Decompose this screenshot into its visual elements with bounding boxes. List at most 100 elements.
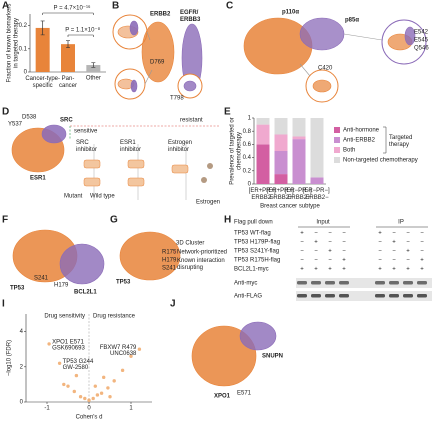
label-line: ESR1 <box>120 140 137 146</box>
label-line: specific <box>33 82 53 88</box>
residue-label: Q546 <box>414 46 429 52</box>
group-label: Input <box>316 220 330 226</box>
sign: − <box>420 240 424 246</box>
protein-structure <box>119 231 181 281</box>
protein-label: ESR1 <box>30 176 46 182</box>
point <box>120 368 125 373</box>
legend-swatch <box>334 157 340 163</box>
sign: + <box>328 249 332 255</box>
label-line: SRC <box>76 140 90 146</box>
legend-label: Network-prioritized <box>177 250 227 256</box>
sign: − <box>420 231 424 237</box>
protein-structure <box>191 325 257 387</box>
legend-label: Anti-hormone <box>343 128 380 134</box>
x-tick-label: [ER+PR+] ERBB2− <box>249 188 278 201</box>
connector <box>343 33 383 41</box>
bar-segment <box>274 151 288 175</box>
y-tick-label: 0 <box>24 70 28 76</box>
inhibitor-label: ESR1 inhibitor <box>120 140 141 153</box>
residue-label: T798 <box>170 96 184 102</box>
sign: + <box>420 258 424 264</box>
x-tick-label: 0 <box>87 406 91 412</box>
bar <box>35 27 50 73</box>
label-line: ERBB2+ <box>287 194 311 200</box>
protein-structure <box>243 17 313 75</box>
label-line: EGFR/ <box>180 10 199 16</box>
residue-label: S241 <box>162 266 177 272</box>
sign: + <box>300 231 304 237</box>
estrogen-dot <box>201 177 207 183</box>
y-tick-label: 0.2 <box>19 23 28 29</box>
protein-label: p110α <box>282 10 299 16</box>
label-line: Pan- <box>62 76 75 82</box>
sign: − <box>328 240 332 246</box>
point <box>87 398 91 402</box>
esr1-box <box>171 164 189 174</box>
sign: + <box>328 267 332 273</box>
protein-structure <box>59 243 105 285</box>
point <box>93 384 98 388</box>
blot-band <box>297 294 307 298</box>
sign: + <box>314 267 318 273</box>
axis-title: chemotherapy <box>237 132 243 170</box>
inhibitor-label: Estrogen inhibitor <box>168 140 194 153</box>
axis-title: in targeted therapy <box>14 18 20 68</box>
protein-structure <box>41 124 67 144</box>
legend-swatch <box>334 127 340 133</box>
connector <box>299 63 311 77</box>
x-tick-label: Cancer-type-specific <box>25 76 60 89</box>
panel-letter: J <box>170 299 176 310</box>
protein-structure <box>299 17 345 51</box>
residue-label: R175 <box>162 250 177 256</box>
blot-band <box>417 281 427 285</box>
sign: − <box>392 258 396 264</box>
x-tick-label: [ER−PR−] ERBB2+ <box>285 188 314 201</box>
panel-letter: E <box>224 107 231 118</box>
blot-band <box>375 281 385 285</box>
sign: − <box>342 249 346 255</box>
label-line: cancer <box>59 82 77 88</box>
sign: − <box>314 258 318 264</box>
group-label: IP <box>398 220 404 226</box>
protein-label: SRC <box>60 118 73 124</box>
residue-label: D769 <box>150 60 165 66</box>
bar-segment <box>292 136 306 140</box>
panel-letter: H <box>224 215 231 226</box>
esr1-box <box>127 159 145 169</box>
protein-label: EGFR/ERBB3 <box>180 10 201 23</box>
bar-segment <box>256 124 270 145</box>
x-tick-label: [ER−PR−] ERBB2− <box>303 188 332 201</box>
point <box>91 396 95 401</box>
axis-title: −log10 (FDR) <box>7 340 13 376</box>
sign: + <box>420 267 424 273</box>
residue-label: E542 <box>414 30 429 36</box>
point <box>137 347 142 351</box>
sign: − <box>328 231 332 237</box>
legend-swatch <box>334 147 340 153</box>
blot-band <box>311 294 321 298</box>
residue-label: S241 <box>34 276 49 282</box>
sign: + <box>300 267 304 273</box>
blot-band <box>375 294 385 298</box>
protein-label: TP53 <box>10 286 25 292</box>
label-line: Cancer-type- <box>25 76 60 82</box>
point <box>112 379 116 383</box>
sign: − <box>300 249 304 255</box>
sign: + <box>342 258 346 264</box>
annotation: Drug sensitivity <box>44 314 85 320</box>
blot-band <box>325 294 335 298</box>
x-tick-label: [ER+PR+] ERBB2+ <box>267 188 296 201</box>
protein-structure <box>141 21 175 83</box>
point-label: FBXW7 R479 <box>100 345 137 351</box>
legend-group-label: Targeted therapy <box>389 135 414 148</box>
panel-letter: G <box>110 215 118 226</box>
label-line: inhibitor <box>76 146 97 152</box>
y-tick-label: 4 <box>20 329 24 335</box>
row-label: TP53 H179P-flag <box>234 240 280 246</box>
residue-label: H179 <box>54 283 69 289</box>
sign: − <box>314 249 318 255</box>
axis-title: Cohen's d <box>76 415 103 421</box>
point <box>83 396 87 401</box>
point <box>78 395 83 399</box>
